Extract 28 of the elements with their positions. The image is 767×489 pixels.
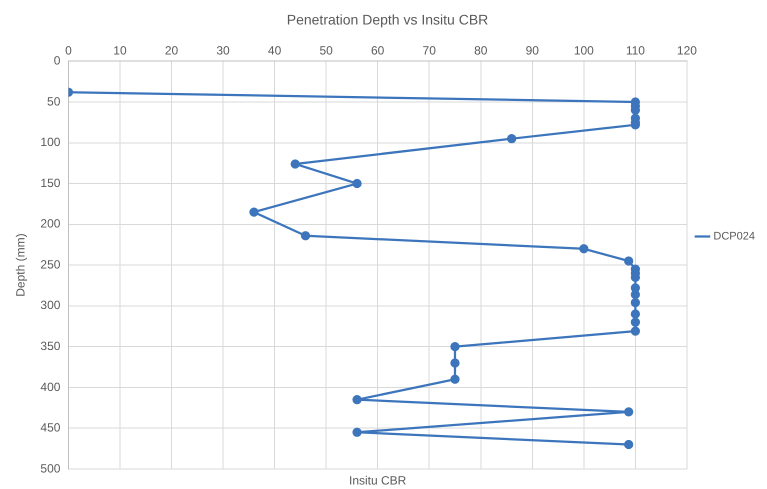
chart-title: Penetration Depth vs Insitu CBR	[286, 11, 488, 28]
x-tick-label: 30	[216, 43, 230, 58]
legend-label: DCP024	[713, 230, 755, 243]
y-tick-label: 50	[47, 94, 61, 108]
x-axis-title: Insitu CBR	[348, 473, 407, 488]
x-tick-label: 40	[268, 43, 282, 58]
y-tick-label: 250	[40, 257, 61, 272]
y-tick-label: 300	[40, 298, 61, 312]
x-tick-label: 70	[422, 43, 436, 58]
x-tick-label: 20	[164, 43, 178, 58]
x-tick-label: 60	[370, 43, 385, 58]
y-tick-label: 350	[40, 338, 61, 353]
x-tick-label: 50	[319, 43, 334, 58]
y-tick-label: 400	[40, 380, 61, 394]
y-tick-label: 200	[40, 216, 61, 231]
x-tick-label: 110	[626, 43, 646, 58]
y-tick-label: 0	[54, 54, 61, 68]
x-tick-label: 120	[676, 43, 698, 58]
x-tick-label: 90	[526, 43, 540, 58]
x-tick-label: 10	[113, 43, 127, 58]
x-tick-label: 80	[474, 43, 488, 58]
y-tick-label: 500	[40, 461, 61, 476]
x-tick-label: 0	[65, 43, 72, 58]
y-tick-label: 150	[40, 176, 61, 190]
y-axis-title: Depth (mm)	[14, 233, 28, 297]
y-tick-label: 450	[40, 420, 61, 435]
x-tick-label: 100	[574, 43, 594, 58]
y-tick-label: 100	[40, 135, 61, 150]
